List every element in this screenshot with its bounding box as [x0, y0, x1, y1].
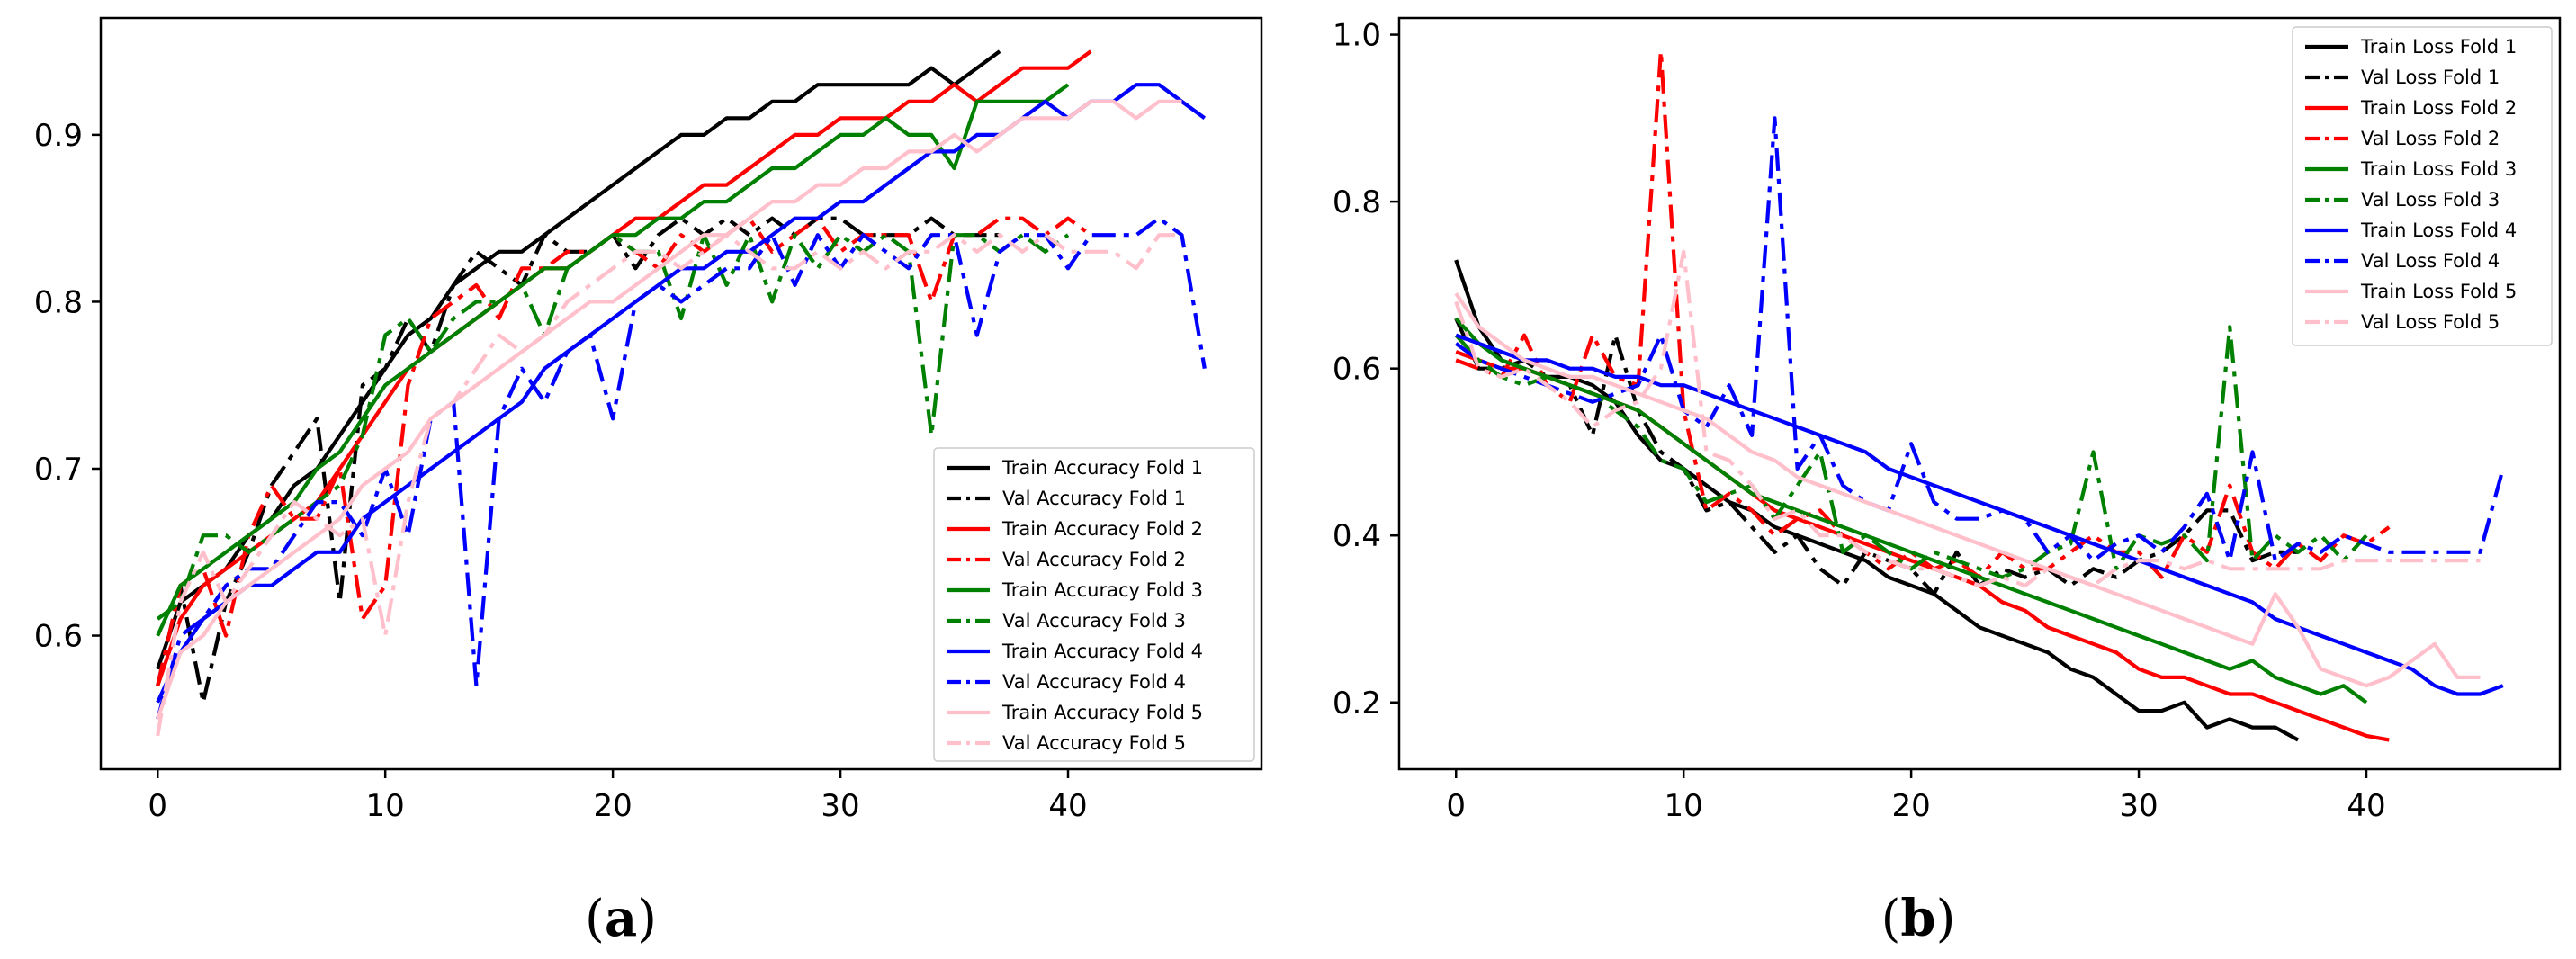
caption-a: (a)	[585, 889, 657, 948]
legend-label: Val Accuracy Fold 5	[1002, 732, 1186, 754]
legend-box	[2292, 26, 2553, 346]
legend-label: Train Loss Fold 5	[2360, 281, 2517, 302]
series-line-5	[1454, 317, 2368, 704]
x-tick-label: 40	[1048, 788, 1087, 824]
legend-label: Train Loss Fold 3	[2360, 158, 2517, 180]
legend-label: Train Accuracy Fold 2	[1001, 518, 1203, 540]
legend-label: Train Accuracy Fold 1	[1001, 457, 1203, 479]
legend-box	[933, 447, 1255, 762]
legend-label: Val Loss Fold 5	[2361, 311, 2500, 333]
legend-label: Train Loss Fold 4	[2360, 220, 2517, 241]
series-line-4	[1455, 49, 2391, 579]
series-line-6	[1454, 325, 2368, 579]
y-tick-label: 0.8	[34, 284, 83, 320]
legend: Train Loss Fold 1 Val Loss Fold 1 Train Lo…	[2292, 26, 2553, 346]
x-tick-label: 20	[1891, 788, 1930, 824]
y-tick-label: 1.0	[1333, 18, 1381, 54]
axes-frame	[99, 16, 1263, 771]
series-line-5	[156, 83, 1070, 637]
series-line-7	[1455, 333, 2504, 696]
series-line-1	[1454, 259, 2300, 742]
legend-label: Val Accuracy Fold 3	[1002, 610, 1186, 632]
x-tick-label: 0	[1446, 788, 1466, 824]
legend-label: Train Accuracy Fold 4	[1001, 641, 1203, 662]
legend-label: Val Loss Fold 3	[2361, 189, 2500, 211]
series-line-4	[156, 216, 1092, 686]
y-tick-label: 0.7	[34, 452, 83, 488]
legend-label: Val Accuracy Fold 2	[1002, 549, 1186, 570]
series-line-9	[1454, 292, 2481, 688]
y-tick-label: 0.6	[1333, 352, 1381, 388]
y-tick-label: 0.8	[1333, 184, 1381, 220]
y-tick-label: 0.6	[34, 619, 83, 655]
series-line-8	[156, 216, 1207, 720]
legend-label: Val Loss Fold 2	[2361, 128, 2500, 149]
panel-b: 0 10 20 30 40 0.2 0.4 0.6 0.8 1.0 Train Loss Fold …	[1333, 16, 2562, 824]
series-line-6	[156, 233, 1070, 621]
x-tick-label: 40	[2347, 788, 2385, 824]
y-tick-label: 0.2	[1333, 686, 1381, 721]
x-tick-label: 0	[148, 788, 167, 824]
y-tick-label: 0.4	[1333, 518, 1381, 554]
caption-b: (b)	[1881, 889, 1956, 948]
series-line-8	[1454, 116, 2505, 563]
legend-label: Val Accuracy Fold 1	[1002, 488, 1186, 509]
axes-frame	[1397, 16, 2562, 771]
series-line-10	[156, 233, 1182, 737]
legend-label: Train Accuracy Fold 5	[1001, 702, 1203, 723]
y-tick-label: 0.9	[34, 118, 83, 154]
x-tick-label: 30	[2119, 788, 2158, 824]
legend-label: Train Accuracy Fold 3	[1001, 579, 1203, 601]
legend: Train Accuracy Fold 1 Val Accuracy Fold 1…	[933, 447, 1255, 762]
legend-label: Val Loss Fold 4	[2361, 250, 2500, 272]
legend-label: Val Accuracy Fold 4	[1002, 671, 1186, 693]
panel-a: 0 10 20 30 40 0.6 0.7 0.8 0.9 Train Accuracy Fold…	[34, 16, 1263, 824]
legend-label: Val Loss Fold 1	[2361, 67, 2500, 88]
x-tick-label: 20	[593, 788, 632, 824]
legend-label: Train Loss Fold 1	[2360, 36, 2517, 58]
x-tick-label: 10	[1665, 788, 1703, 824]
series-line-1	[156, 49, 1001, 670]
x-tick-label: 30	[821, 788, 859, 824]
x-tick-label: 10	[366, 788, 405, 824]
legend-label: Train Loss Fold 2	[2360, 97, 2517, 119]
